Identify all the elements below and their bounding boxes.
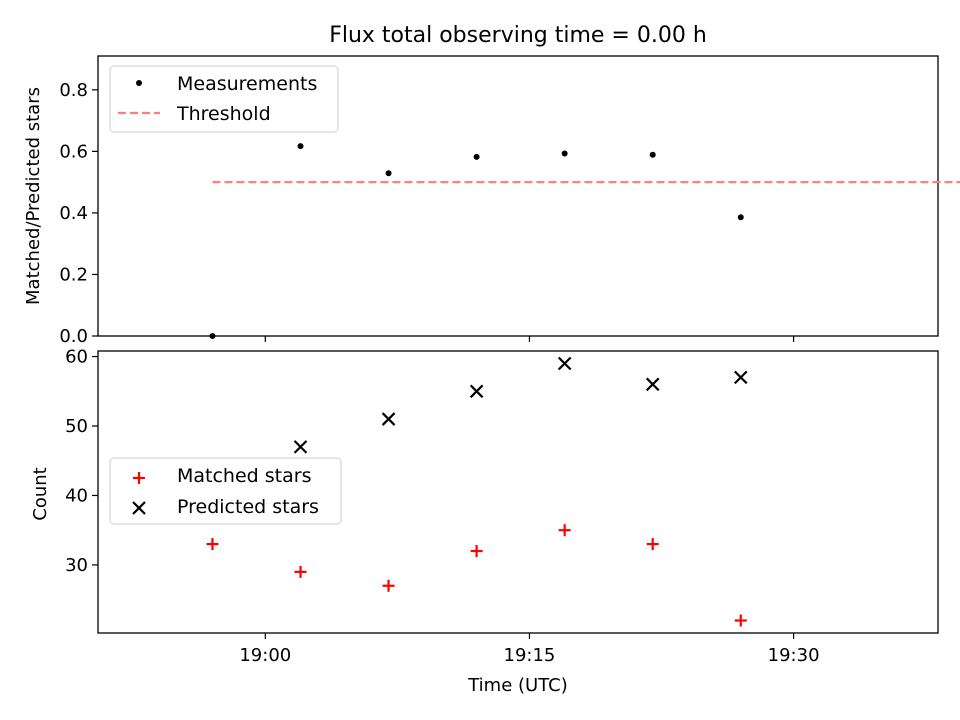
measurement-point xyxy=(561,150,568,157)
ratio-y-tick-label: 0.4 xyxy=(59,203,88,224)
ratio-marks xyxy=(209,143,960,339)
predicted-star-point xyxy=(293,440,308,454)
predicted-star-point xyxy=(381,412,396,426)
predicted-star-point xyxy=(733,370,748,385)
x-axis-label: Time (UTC) xyxy=(467,675,568,696)
count-legend: Matched stars Predicted stars xyxy=(109,457,342,525)
count-x-tick-label: 19:15 xyxy=(504,645,556,666)
ratio-y-axis-label: Matched/Predicted stars xyxy=(23,87,44,305)
ratio-y-tick-label: 0.8 xyxy=(59,80,88,101)
legend-matched-marker xyxy=(133,472,145,484)
measurement-point xyxy=(209,333,216,339)
predicted-star-stroke-b xyxy=(645,377,660,392)
measurement-point xyxy=(385,170,392,177)
count-x-tick-label: 19:00 xyxy=(239,645,291,666)
legend-matched-label: Matched stars xyxy=(177,465,311,487)
legend-threshold-label: Threshold xyxy=(176,103,271,125)
matched-star-point xyxy=(206,538,219,551)
count-marks xyxy=(206,356,748,627)
count-y-tick-label: 60 xyxy=(65,347,88,368)
measurement-point xyxy=(737,214,744,221)
ratio-legend-box xyxy=(109,65,339,133)
count-y-ticks: 30 40 50 60 xyxy=(65,347,98,576)
legend-predicted-marker xyxy=(132,501,146,515)
matched-star-point xyxy=(646,538,659,551)
count-x-tick-label: 19:30 xyxy=(768,645,820,666)
count-y-tick-label: 30 xyxy=(65,555,88,576)
legend-predicted-label: Predicted stars xyxy=(177,496,319,518)
matched-star-point xyxy=(734,614,747,627)
chart-title: Flux total observing time = 0.00 h xyxy=(329,23,707,48)
predicted-star-stroke-b xyxy=(733,370,748,385)
count-y-axis-label: Count xyxy=(30,467,51,520)
predicted-star-stroke-b xyxy=(557,356,572,371)
matched-star-point xyxy=(558,524,571,537)
ratio-panel: 0.00.20.40.60.8 Matched/Predicted stars … xyxy=(23,55,960,347)
matched-star-point xyxy=(294,565,307,578)
predicted-star-stroke-b xyxy=(469,384,484,399)
ratio-y-tick-label: 0.0 xyxy=(59,326,88,347)
predicted-star-point xyxy=(469,384,484,399)
predicted-star-point xyxy=(645,377,660,392)
matched-star-point xyxy=(470,545,483,558)
measurement-point xyxy=(473,153,480,160)
legend-measurements-marker xyxy=(136,80,142,86)
count-legend-box xyxy=(109,457,342,525)
measurement-point xyxy=(649,151,656,158)
ratio-panel-frame xyxy=(97,55,939,337)
count-y-tick-label: 50 xyxy=(65,416,88,437)
predicted-star-stroke-b xyxy=(381,412,396,426)
count-y-tick-label: 40 xyxy=(65,485,88,506)
predicted-star-stroke-b xyxy=(293,440,308,454)
ratio-y-tick-label: 0.2 xyxy=(59,264,88,285)
ratio-y-ticks: 0.0 0.2 0.4 0.6 0.8 xyxy=(59,80,98,347)
ratio-x-ticks xyxy=(264,336,795,342)
predicted-star-point xyxy=(557,356,572,371)
ratio-y-tick-label: 0.6 xyxy=(59,141,88,162)
matched-star-point xyxy=(382,579,395,592)
count-panel-frame xyxy=(97,350,939,634)
measurement-point xyxy=(297,143,304,150)
legend-measurements-label: Measurements xyxy=(177,73,317,95)
ratio-legend: Measurements Threshold xyxy=(109,65,339,133)
